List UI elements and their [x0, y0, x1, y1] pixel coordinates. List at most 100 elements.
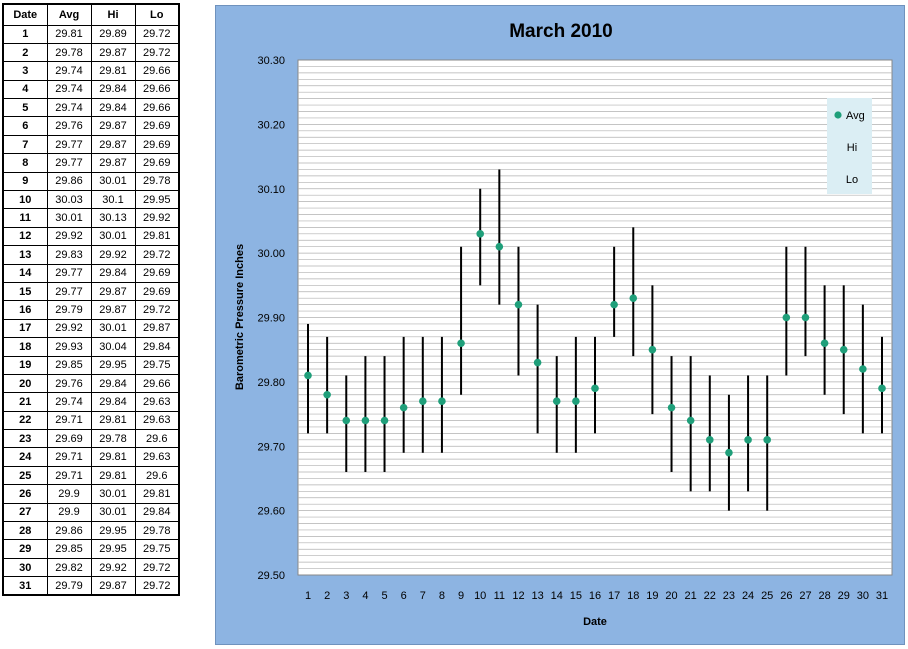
- cell-lo: 29.72: [134, 42, 180, 63]
- cell-date: 20: [2, 373, 48, 394]
- cell-hi: 29.87: [90, 116, 136, 136]
- cell-hi: 29.84: [90, 373, 136, 394]
- cell-hi: 29.84: [90, 79, 136, 100]
- cell-avg: 29.77: [46, 153, 92, 173]
- table-row: 28 29.86 29.95 29.78: [2, 521, 180, 541]
- x-tick-label: 13: [531, 590, 543, 602]
- avg-points: [304, 230, 886, 457]
- chart-panel: March 2010 29.50 29.60 29.70 29.80 29.90 30.0…: [215, 5, 905, 645]
- cell-avg: 29.71: [46, 465, 92, 486]
- cell-hi: 29.81: [90, 410, 136, 431]
- avg-point: [342, 416, 351, 425]
- cell-date: 19: [2, 355, 48, 375]
- x-tick-label: 30: [857, 590, 869, 602]
- x-tick-label: 26: [780, 590, 792, 602]
- cell-hi: 30.01: [90, 502, 136, 523]
- cell-date: 23: [2, 429, 48, 449]
- x-tick-label: 1: [305, 590, 311, 602]
- table-body: 1 29.81 29.89 29.72 2 29.78 29.87 29.72 3 29.74 29…: [2, 24, 180, 596]
- table-row: 3 29.74 29.81 29.66: [2, 61, 180, 81]
- cell-lo: 29.69: [134, 153, 180, 173]
- cell-date: 12: [2, 226, 48, 247]
- table-header-row: Date Avg Hi Lo: [2, 3, 180, 26]
- cell-lo: 29.78: [134, 171, 180, 192]
- x-tick-label: 3: [343, 590, 349, 602]
- cell-hi: 29.81: [90, 61, 136, 81]
- avg-point: [706, 436, 714, 444]
- cell-avg: 29.85: [46, 539, 92, 559]
- table-row: 15 29.77 29.87 29.69: [2, 281, 180, 302]
- cell-hi: 29.78: [90, 429, 136, 449]
- cell-hi: 29.87: [90, 153, 136, 173]
- cell-lo: 29.92: [134, 208, 180, 228]
- avg-point: [380, 416, 389, 425]
- cell-lo: 29.87: [134, 318, 180, 339]
- avg-point: [763, 436, 771, 444]
- cell-avg: 29.69: [46, 429, 92, 449]
- cell-avg: 29.92: [46, 226, 92, 247]
- cell-lo: 29.75: [134, 539, 180, 559]
- cell-date: 26: [2, 484, 48, 504]
- cell-lo: 29.95: [134, 190, 180, 210]
- avg-point: [839, 345, 848, 354]
- x-tick-label: 2: [324, 590, 330, 602]
- x-tick-label: 10: [474, 590, 486, 602]
- legend-box: [827, 98, 872, 194]
- avg-point: [552, 397, 561, 405]
- table-row: 16 29.79 29.87 29.72: [2, 300, 180, 320]
- table-row: 17 29.92 30.01 29.87: [2, 318, 180, 339]
- cell-lo: 29.72: [134, 24, 180, 44]
- cell-hi: 29.87: [90, 134, 136, 155]
- table-row: 23 29.69 29.78 29.6: [2, 429, 180, 449]
- avg-point: [323, 390, 331, 399]
- cell-date: 8: [2, 153, 48, 173]
- cell-avg: 29.86: [46, 521, 92, 541]
- cell-hi: 29.84: [90, 263, 136, 283]
- cell-avg: 29.82: [46, 557, 92, 578]
- cell-hi: 29.95: [90, 521, 136, 541]
- table-row: 18 29.93 30.04 29.84: [2, 337, 180, 357]
- x-tick-label: 20: [665, 590, 677, 602]
- cell-avg: 29.92: [46, 318, 92, 339]
- cell-hi: 29.81: [90, 447, 136, 467]
- cell-hi: 30.13: [90, 208, 136, 228]
- legend-hi-label: Hi: [847, 142, 857, 154]
- table-row: 2 29.78 29.87 29.72: [2, 42, 180, 63]
- cell-lo: 29.78: [134, 521, 180, 541]
- cell-lo: 29.72: [134, 245, 180, 265]
- x-tick-label: 21: [685, 590, 697, 602]
- cell-avg: 29.77: [46, 281, 92, 302]
- header-hi: Hi: [90, 3, 136, 26]
- cell-date: 27: [2, 502, 48, 523]
- avg-point: [572, 397, 580, 405]
- x-tick-label: 31: [876, 590, 888, 602]
- cell-date: 13: [2, 245, 48, 265]
- avg-point: [667, 403, 676, 412]
- cell-date: 2: [2, 42, 48, 63]
- cell-lo: 29.69: [134, 281, 180, 302]
- x-tick-label: 27: [799, 590, 811, 602]
- cell-avg: 29.77: [46, 263, 92, 283]
- cell-date: 21: [2, 392, 48, 412]
- table-row: 26 29.9 30.01 29.81: [2, 484, 180, 504]
- y-tick-label: 30.00: [257, 248, 285, 260]
- table-row: 29 29.85 29.95 29.75: [2, 539, 180, 559]
- x-tick-label: 24: [742, 590, 754, 602]
- legend: Avg Hi Lo: [827, 98, 872, 194]
- table-row: 1 29.81 29.89 29.72: [2, 24, 180, 44]
- cell-hi: 30.04: [90, 337, 136, 357]
- cell-lo: 29.6: [134, 429, 180, 449]
- avg-point: [648, 345, 657, 354]
- cell-lo: 29.66: [134, 373, 180, 394]
- cell-lo: 29.69: [134, 116, 180, 136]
- cell-lo: 29.66: [134, 98, 180, 118]
- cell-date: 17: [2, 318, 48, 339]
- cell-date: 18: [2, 337, 48, 357]
- cell-date: 15: [2, 281, 48, 302]
- cell-hi: 29.92: [90, 557, 136, 578]
- table-row: 7 29.77 29.87 29.69: [2, 134, 180, 155]
- table-row: 22 29.71 29.81 29.63: [2, 410, 180, 431]
- cell-avg: 29.76: [46, 116, 92, 136]
- chart-title: March 2010: [509, 21, 613, 42]
- cell-date: 16: [2, 300, 48, 320]
